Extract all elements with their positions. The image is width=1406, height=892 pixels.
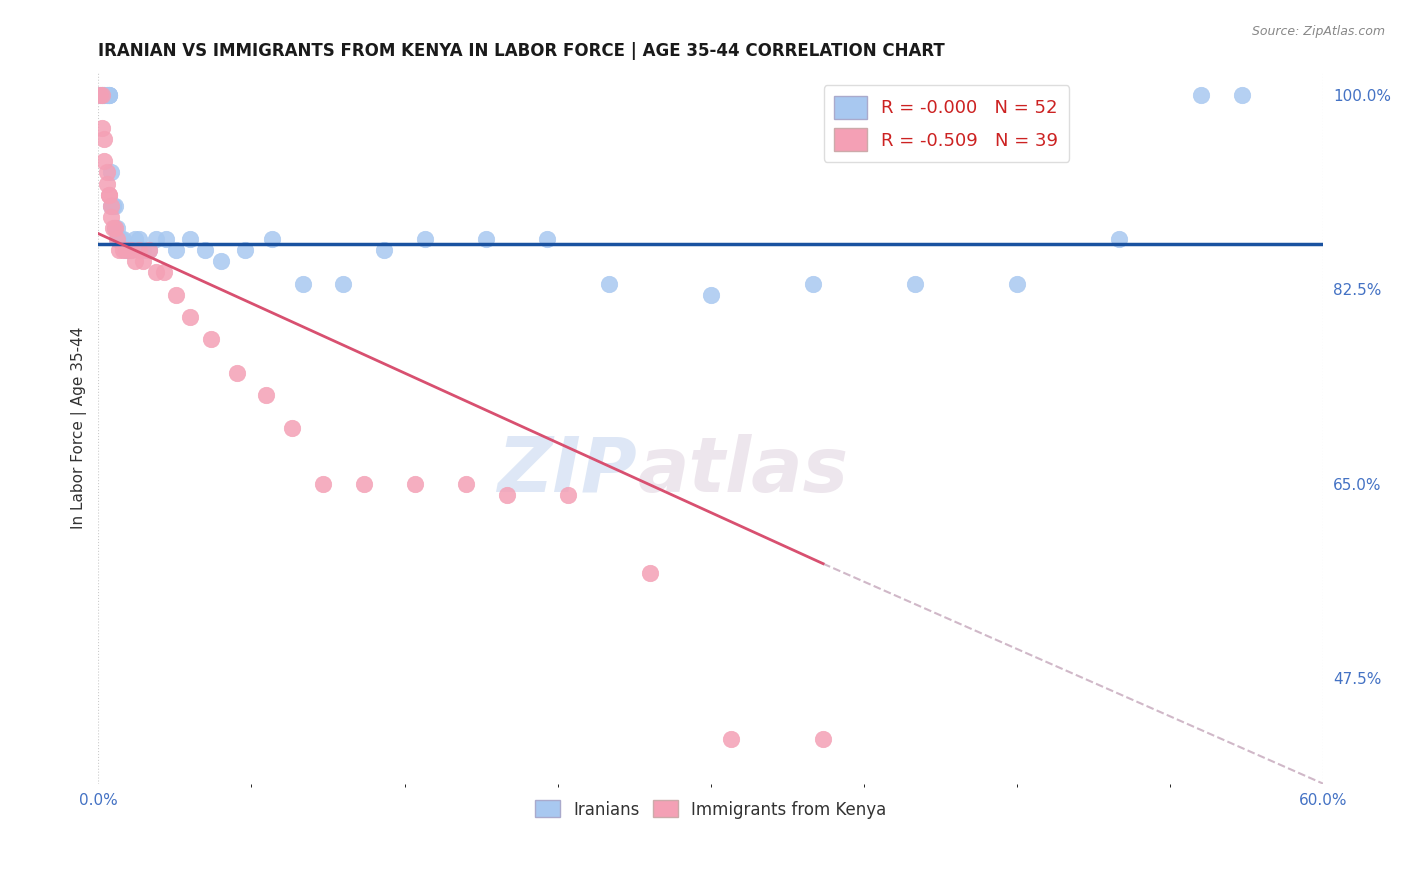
Point bbox=[475, 232, 498, 246]
Point bbox=[165, 287, 187, 301]
Point bbox=[281, 421, 304, 435]
Point bbox=[89, 87, 111, 102]
Point bbox=[101, 199, 124, 213]
Point bbox=[700, 287, 723, 301]
Point bbox=[101, 221, 124, 235]
Point bbox=[89, 87, 111, 102]
Point bbox=[115, 244, 138, 258]
Point bbox=[97, 187, 120, 202]
Point bbox=[720, 732, 742, 747]
Point bbox=[332, 277, 354, 291]
Point bbox=[1005, 277, 1028, 291]
Point bbox=[132, 254, 155, 268]
Point bbox=[536, 232, 558, 246]
Point bbox=[638, 566, 661, 580]
Point bbox=[404, 476, 426, 491]
Point bbox=[128, 232, 150, 246]
Point bbox=[413, 232, 436, 246]
Point bbox=[233, 244, 256, 258]
Point bbox=[91, 120, 114, 135]
Point bbox=[96, 165, 118, 179]
Point bbox=[96, 177, 118, 191]
Text: ZIP: ZIP bbox=[498, 434, 637, 508]
Point bbox=[104, 221, 127, 235]
Point bbox=[104, 199, 127, 213]
Point bbox=[598, 277, 620, 291]
Point bbox=[104, 221, 127, 235]
Text: IRANIAN VS IMMIGRANTS FROM KENYA IN LABOR FORCE | AGE 35-44 CORRELATION CHART: IRANIAN VS IMMIGRANTS FROM KENYA IN LABO… bbox=[98, 42, 945, 60]
Point bbox=[97, 87, 120, 102]
Point bbox=[291, 277, 314, 291]
Point bbox=[801, 277, 824, 291]
Point bbox=[200, 332, 222, 346]
Point bbox=[93, 132, 115, 146]
Point bbox=[100, 199, 122, 213]
Point bbox=[128, 244, 150, 258]
Point bbox=[100, 199, 122, 213]
Point bbox=[118, 244, 141, 258]
Point bbox=[811, 732, 834, 747]
Point bbox=[93, 87, 115, 102]
Point bbox=[91, 87, 114, 102]
Point bbox=[105, 232, 128, 246]
Point bbox=[120, 244, 142, 258]
Point bbox=[97, 87, 120, 102]
Point bbox=[557, 488, 579, 502]
Point bbox=[111, 232, 134, 246]
Point bbox=[904, 277, 927, 291]
Point bbox=[120, 244, 142, 258]
Point bbox=[107, 232, 129, 246]
Point bbox=[145, 265, 167, 279]
Point bbox=[110, 232, 132, 246]
Point bbox=[138, 244, 160, 258]
Point bbox=[454, 476, 477, 491]
Point bbox=[91, 87, 114, 102]
Point bbox=[96, 87, 118, 102]
Point bbox=[101, 199, 124, 213]
Point bbox=[1230, 87, 1253, 102]
Point bbox=[100, 210, 122, 224]
Point bbox=[115, 244, 138, 258]
Point bbox=[254, 388, 277, 402]
Point bbox=[124, 232, 146, 246]
Point bbox=[165, 244, 187, 258]
Point bbox=[152, 265, 174, 279]
Point bbox=[107, 244, 129, 258]
Point bbox=[312, 476, 335, 491]
Point bbox=[1108, 232, 1130, 246]
Point bbox=[260, 232, 283, 246]
Point bbox=[209, 254, 232, 268]
Point bbox=[93, 87, 115, 102]
Point bbox=[226, 366, 249, 380]
Point bbox=[132, 244, 155, 258]
Point bbox=[114, 244, 136, 258]
Point bbox=[105, 232, 128, 246]
Point bbox=[353, 476, 375, 491]
Point bbox=[495, 488, 517, 502]
Point bbox=[93, 154, 115, 169]
Y-axis label: In Labor Force | Age 35-44: In Labor Force | Age 35-44 bbox=[72, 326, 87, 529]
Text: Source: ZipAtlas.com: Source: ZipAtlas.com bbox=[1251, 25, 1385, 38]
Point bbox=[97, 87, 120, 102]
Point bbox=[124, 254, 146, 268]
Point bbox=[155, 232, 177, 246]
Point bbox=[179, 232, 201, 246]
Point bbox=[373, 244, 395, 258]
Point bbox=[111, 244, 134, 258]
Point bbox=[105, 221, 128, 235]
Point bbox=[107, 232, 129, 246]
Point bbox=[91, 87, 114, 102]
Point bbox=[100, 165, 122, 179]
Point bbox=[138, 244, 160, 258]
Point bbox=[193, 244, 215, 258]
Point bbox=[145, 232, 167, 246]
Point bbox=[96, 87, 118, 102]
Legend: Iranians, Immigrants from Kenya: Iranians, Immigrants from Kenya bbox=[529, 794, 893, 825]
Point bbox=[1189, 87, 1212, 102]
Point bbox=[179, 310, 201, 324]
Point bbox=[97, 187, 120, 202]
Text: atlas: atlas bbox=[637, 434, 848, 508]
